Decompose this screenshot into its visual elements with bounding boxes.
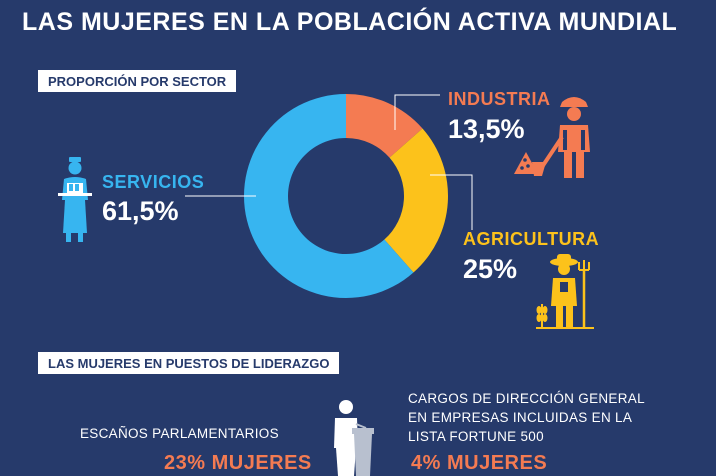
category-label-industria: INDUSTRIA xyxy=(448,89,551,109)
section-label-leadership: LAS MUJERES EN PUESTOS DE LIDERAZGO xyxy=(38,352,340,374)
parliament-label: ESCAÑOS PARLAMENTARIOS xyxy=(80,426,279,441)
value-label-servicios: 61,5% xyxy=(102,196,179,226)
leader-line-industria xyxy=(394,94,440,130)
category-label-agricultura: AGRICULTURA xyxy=(463,229,600,249)
speaker-podium-icon xyxy=(334,400,374,476)
ceo-label: CARGOS DE DIRECCIÓN GENERAL EN EMPRESAS … xyxy=(408,391,645,444)
farmer-icon xyxy=(536,254,594,329)
ceo-value: 4% MUJERES xyxy=(411,452,548,474)
leader-line-agricultura xyxy=(430,174,473,230)
page-title: LAS MUJERES EN LA POBLACIÓN ACTIVA MUNDI… xyxy=(22,8,678,36)
donut-slice-servicios xyxy=(243,94,414,298)
value-label-industria: 13,5% xyxy=(448,114,525,144)
parliament-value: 23% MUJERES xyxy=(164,452,312,474)
construction-worker-icon xyxy=(514,97,590,178)
waitress-icon xyxy=(58,157,92,242)
section-label-sector: PROPORCIÓN POR SECTOR xyxy=(38,70,237,92)
donut-slice-industria xyxy=(346,94,423,158)
category-label-servicios: SERVICIOS xyxy=(102,172,205,192)
value-label-agricultura: 25% xyxy=(463,254,518,284)
donut-slice-agricultura xyxy=(384,128,448,273)
